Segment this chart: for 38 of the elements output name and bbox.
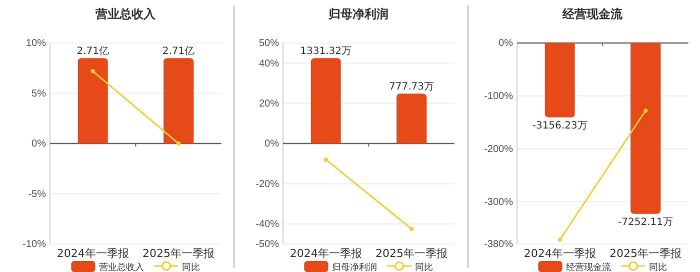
chart-title: 营业总收入	[94, 7, 157, 21]
y-tick-label: -40%	[256, 219, 280, 230]
y-tick-label: -50%	[256, 239, 280, 250]
legend-label: 同比	[648, 262, 667, 272]
x-tick-label: 2024年一季报	[56, 247, 129, 260]
data-label: -7252.11万	[618, 216, 673, 228]
chart-title: 经营现金流	[561, 7, 624, 21]
data-label: 777.73万	[389, 82, 434, 93]
data-label: -3156.23万	[532, 120, 587, 132]
y-tick-label: -100%	[484, 91, 513, 102]
x-tick-label: 2025年一季报	[376, 247, 448, 260]
y-tick-label: 0%	[264, 138, 280, 150]
data-label: 2.71亿	[162, 46, 195, 58]
y-tick-label: -200%	[484, 144, 513, 155]
legend-label: 经营现金流	[566, 262, 611, 272]
legend-label: 归母净利润	[332, 262, 378, 272]
legend-label: 同比	[415, 262, 434, 272]
y-tick-label: 0%	[498, 38, 513, 50]
x-tick-label: 2024年一季报	[523, 247, 596, 260]
y-tick-label: 0%	[32, 138, 46, 150]
y-tick-label: -5%	[28, 188, 46, 200]
data-label: 2.71亿	[76, 46, 109, 58]
y-tick-label: -380%	[484, 239, 513, 250]
y-tick-label: 40%	[259, 58, 280, 70]
x-tick-label: 2024年一季报	[290, 247, 362, 260]
y-tick-label: 50%	[259, 38, 280, 50]
legend-label: 营业总收入	[99, 262, 144, 272]
y-tick-label: -20%	[256, 178, 280, 190]
chart-title: 归母净利润	[328, 7, 389, 21]
y-tick-label: -300%	[484, 196, 513, 208]
y-tick-label: 10%	[26, 38, 46, 50]
x-tick-label: 2025年一季报	[142, 247, 214, 260]
data-label: 1331.32万	[300, 46, 352, 58]
legend-label: 同比	[182, 262, 200, 272]
y-tick-label: 5%	[32, 88, 46, 100]
x-tick-label: 2025年一季报	[609, 247, 682, 260]
y-tick-label: 20%	[259, 98, 280, 110]
y-tick-label: -10%	[22, 239, 46, 250]
